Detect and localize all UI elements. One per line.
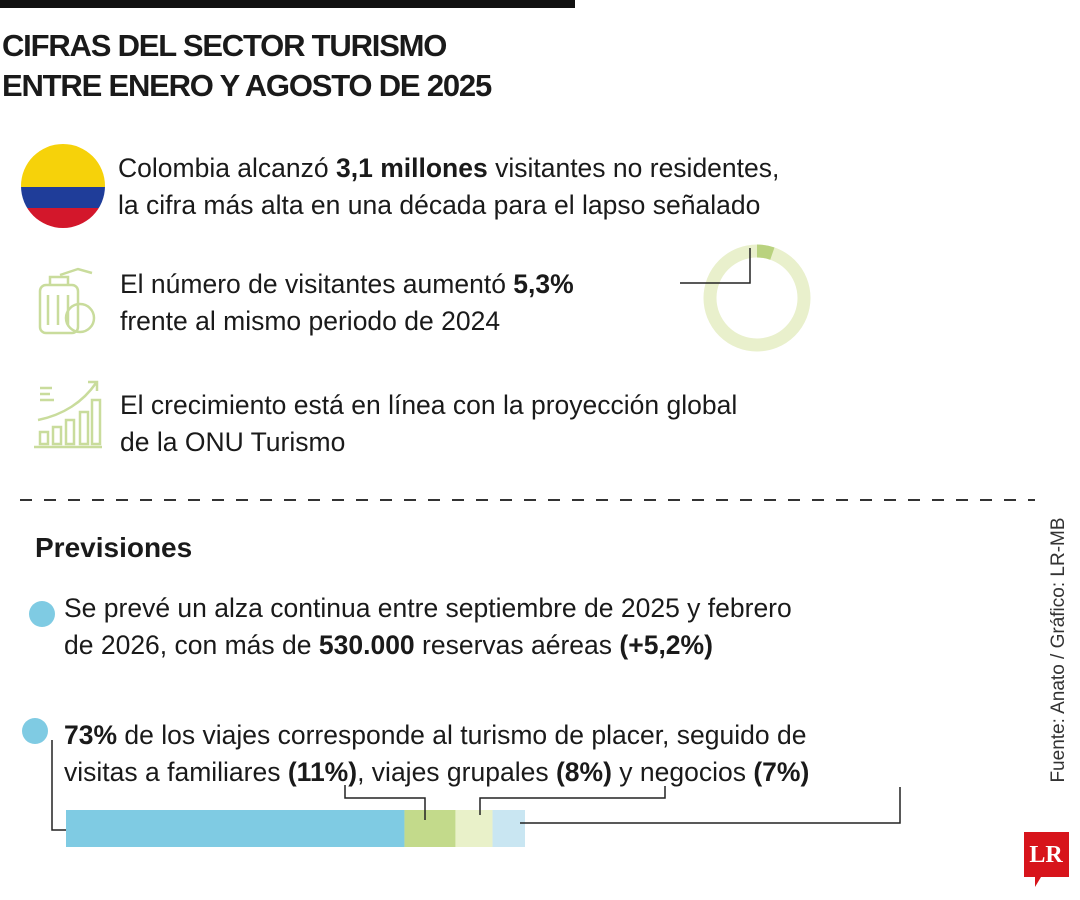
text-line: visitas a familiares (11%), viajes grupa… [64, 754, 809, 791]
highlight: El crecimiento está en línea con la proy… [120, 387, 737, 461]
source: Fuente: Anato / Gráfico: LR-MB [1048, 517, 1069, 782]
ring-segment [756, 244, 775, 260]
highlight: Colombia alcanzó 3,1 millones visitantes… [118, 150, 779, 224]
text: la cifra más alta en una década para el … [118, 190, 761, 220]
text: de la ONU Turismo [120, 427, 346, 457]
text: reservas aéreas [414, 630, 620, 660]
bold-text: (+5,2%) [619, 630, 713, 660]
text: Colombia alcanzó [118, 153, 337, 183]
bar-segment [492, 810, 525, 847]
text: El número de visitantes aumentó [120, 269, 514, 299]
luggage-icon [38, 267, 96, 335]
bullet [22, 718, 48, 744]
bar-segment [66, 810, 405, 847]
leader-line [680, 248, 751, 284]
top-bar [0, 0, 575, 8]
text: frente al mismo periodo de 2024 [120, 306, 501, 336]
bold-text: 3,1 millones [336, 153, 488, 183]
forecast: Se prevé un alza continua entre septiemb… [64, 590, 792, 664]
text-line: de la ONU Turismo [120, 424, 737, 461]
bold-text: 530.000 [318, 630, 415, 660]
logo: LR [1024, 832, 1069, 887]
text: , viajes grupales [357, 757, 556, 787]
bullet [29, 601, 55, 627]
bold-text: (7%) [753, 757, 810, 787]
text-line: frente al mismo periodo de 2024 [120, 303, 574, 340]
text: de 2026, con más de [64, 630, 319, 660]
growth-ring [703, 244, 811, 352]
bold-text: 73% [64, 720, 118, 750]
growth-icon [34, 380, 102, 449]
text-line: Se prevé un alza continua entre septiemb… [64, 590, 792, 627]
text: visitantes no residentes, [487, 153, 780, 183]
text: de los viajes corresponde al turismo de … [117, 720, 807, 750]
title: CIFRAS DEL SECTOR TURISMO ENTRE ENERO Y … [2, 26, 492, 106]
title-line: CIFRAS DEL SECTOR TURISMO [2, 28, 447, 63]
highlight: El número de visitantes aumentó 5,3% fren… [120, 266, 574, 340]
section-title: Previsiones [35, 532, 193, 563]
text-line: Colombia alcanzó 3,1 millones visitantes… [118, 150, 779, 187]
flag [21, 144, 105, 228]
bar-segment [404, 810, 456, 847]
text: y negocios [611, 757, 754, 787]
text: visitas a familiares [64, 757, 288, 787]
forecast: 73% de los viajes corresponde al turismo… [64, 717, 809, 791]
bar-segment [455, 810, 493, 847]
leader-lines [51, 740, 901, 831]
trip-bar [66, 810, 525, 847]
text-line: la cifra más alta en una década para el … [118, 187, 779, 224]
bold-text: (11%) [287, 757, 358, 787]
text-line: El número de visitantes aumentó 5,3% [120, 266, 574, 303]
ring-track [703, 244, 811, 352]
bold-text: 5,3% [513, 269, 574, 299]
text: El crecimiento está en línea con la proy… [120, 390, 738, 420]
text-line: de 2026, con más de 530.000 reservas aér… [64, 627, 792, 664]
text: Se prevé un alza continua entre septiemb… [64, 593, 792, 623]
logo-text: LR [1029, 842, 1063, 868]
bold-text: (8%) [555, 757, 612, 787]
text-line: 73% de los viajes corresponde al turismo… [64, 717, 809, 754]
title-line: ENTRE ENERO Y AGOSTO DE 2025 [2, 68, 492, 103]
text-line: El crecimiento está en línea con la proy… [120, 387, 737, 424]
